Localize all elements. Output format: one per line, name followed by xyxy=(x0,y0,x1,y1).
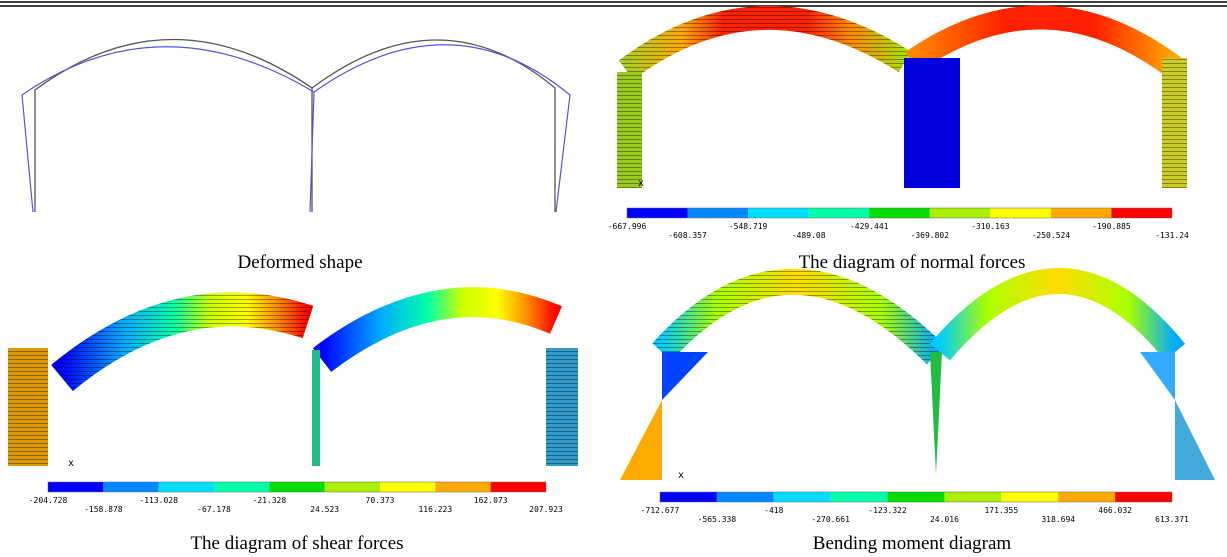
legend-label: -548.719 xyxy=(729,222,768,231)
legend-label: -190.885 xyxy=(1092,222,1131,231)
legend-label: -310.163 xyxy=(971,222,1010,231)
legend-swatch xyxy=(1001,492,1058,502)
axis-label: x xyxy=(678,470,684,481)
legend-label: 24.523 xyxy=(310,505,339,514)
legend-label: -712.677 xyxy=(641,506,680,515)
legend-swatch xyxy=(869,208,930,218)
legend-label: -250.524 xyxy=(1032,231,1071,240)
legend-swatch xyxy=(831,492,888,502)
legend-swatch xyxy=(325,482,380,492)
legend-swatch xyxy=(774,492,831,502)
legend-label: -158.878 xyxy=(84,505,123,514)
legend-swatch xyxy=(888,492,945,502)
legend: -667.996 -608.357 -548.719 -489.08 -429.441 -… xyxy=(608,208,1189,240)
legend-label: -369.802 xyxy=(911,231,950,240)
legend-swatch xyxy=(269,482,324,492)
legend-swatch xyxy=(1051,208,1112,218)
legend-swatch xyxy=(944,492,1001,502)
legend-label: 613.371 xyxy=(1155,515,1189,524)
legend-label: -204.728 xyxy=(29,496,68,505)
legend-label: -123.322 xyxy=(868,506,907,515)
legend-swatch xyxy=(103,482,158,492)
legend-label: -131.24 xyxy=(1155,231,1189,240)
legend-label: 70.373 xyxy=(366,496,395,505)
legend-label: -21.328 xyxy=(252,496,286,505)
legend-swatch xyxy=(435,482,490,492)
legend-swatch xyxy=(688,208,749,218)
legend-label: 207.923 xyxy=(529,505,563,514)
legend-label: -113.028 xyxy=(139,496,178,505)
legend-label: -489.08 xyxy=(792,231,826,240)
legend-label: 466.032 xyxy=(1098,506,1132,515)
legend: -204.728 -158.878 -113.028 -67.178 -21.328 24… xyxy=(29,482,563,514)
axis-label: x xyxy=(638,178,644,189)
normal-forces-drawing: x xyxy=(617,17,1187,189)
bending-moment-drawing: x xyxy=(620,281,1215,481)
caption: Bending moment diagram xyxy=(813,533,1012,554)
legend-swatch xyxy=(48,482,103,492)
legend-swatch xyxy=(1111,208,1172,218)
legend-label: -608.357 xyxy=(668,231,707,240)
legend-swatch xyxy=(748,208,809,218)
legend-label: 116.223 xyxy=(418,505,452,514)
figure: x Deformed shape x -667.996 -608.357 -548.… xyxy=(0,0,1227,557)
legend-swatch xyxy=(717,492,774,502)
shear-forces-drawing: x xyxy=(8,302,578,469)
legend-swatch xyxy=(380,482,435,492)
legend-swatch xyxy=(660,492,717,502)
legend-label: -565.338 xyxy=(698,515,737,524)
legend-swatch xyxy=(1115,492,1172,502)
legend-swatch xyxy=(491,482,546,492)
legend-label: -67.178 xyxy=(197,505,231,514)
legend-label: -418 xyxy=(764,506,783,515)
legend-swatch xyxy=(930,208,991,218)
legend-label: -270.661 xyxy=(811,515,850,524)
legend: -712.677 -565.338 -418 -270.661 -123.322 24.0… xyxy=(641,492,1189,524)
caption: The diagram of normal forces xyxy=(799,252,1026,273)
axis-label: x xyxy=(55,204,61,215)
legend-label: 24.016 xyxy=(930,515,959,524)
legend-label: 162.073 xyxy=(474,496,508,505)
legend-label: -667.996 xyxy=(608,222,647,231)
axis-label: x xyxy=(68,458,74,469)
legend-swatch xyxy=(214,482,269,492)
legend-swatch xyxy=(627,208,688,218)
legend-label: -429.441 xyxy=(850,222,889,231)
legend-swatch xyxy=(990,208,1051,218)
legend-swatch xyxy=(159,482,214,492)
legend-swatch xyxy=(809,208,870,218)
legend-label: 318.694 xyxy=(1041,515,1075,524)
caption: Deformed shape xyxy=(237,252,362,273)
legend-label: 171.355 xyxy=(984,506,1018,515)
deformed-shape-drawing: x xyxy=(22,39,570,215)
caption: The diagram of shear forces xyxy=(190,533,403,554)
legend-swatch xyxy=(1058,492,1115,502)
